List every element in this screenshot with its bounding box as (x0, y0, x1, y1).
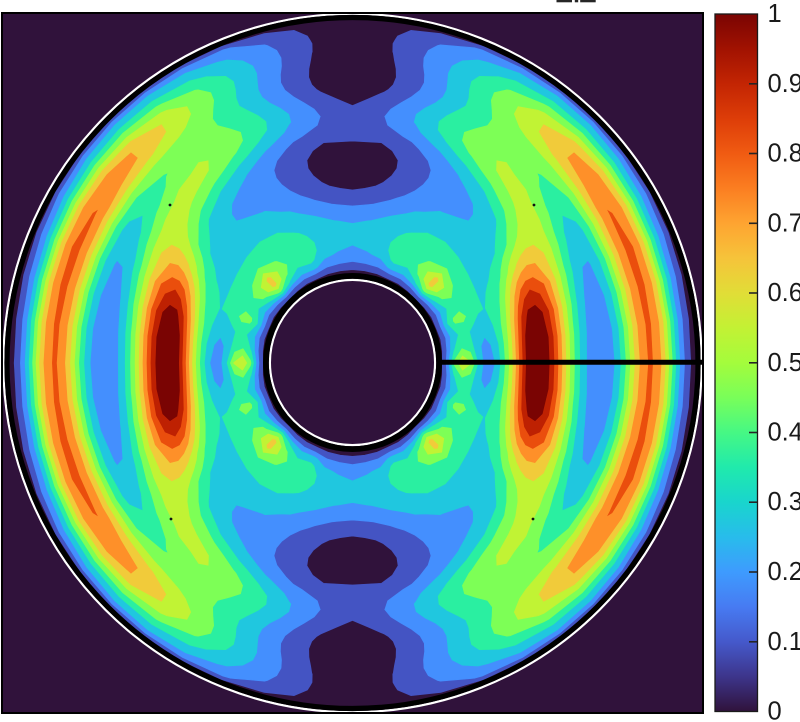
svg-text:0.6: 0.6 (768, 279, 800, 307)
svg-text:0.9: 0.9 (768, 70, 800, 98)
svg-text:0.8: 0.8 (768, 140, 800, 168)
svg-text:0.1: 0.1 (768, 628, 800, 656)
svg-text:0.2: 0.2 (768, 558, 800, 586)
svg-text:0.3: 0.3 (768, 488, 800, 516)
svg-text:0.4: 0.4 (768, 419, 800, 447)
svg-text:0: 0 (768, 698, 782, 722)
svg-text:1: 1 (768, 0, 782, 28)
svg-text:0.7: 0.7 (768, 209, 800, 237)
svg-text:0.5: 0.5 (768, 349, 800, 377)
